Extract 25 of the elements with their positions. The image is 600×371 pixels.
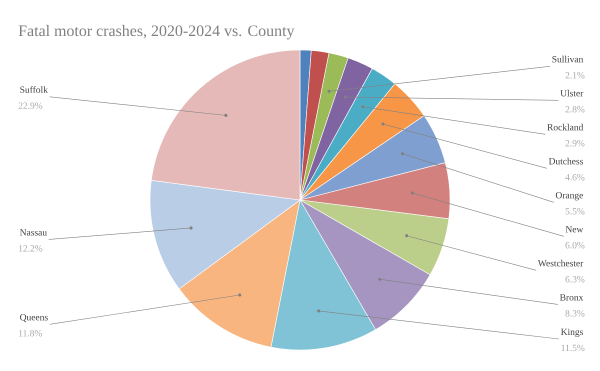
slice-label: Kings: [560, 328, 583, 338]
chart-title: Fatal motor crashes, 2020-2024 vs. County: [18, 24, 294, 40]
slice-label: Ulster: [560, 90, 584, 96]
slice-label: Orange: [556, 192, 583, 200]
data-label: 2.1%: [566, 72, 584, 78]
data-label: 4.6%: [565, 174, 584, 180]
data-label: 22.9%: [18, 102, 42, 109]
data-label: 6.3%: [566, 276, 584, 282]
data-label: 11.5%: [562, 344, 584, 352]
slice-label: Suffolk: [20, 86, 48, 93]
data-label: 6.0%: [566, 242, 584, 248]
slice-label: Sullivan: [552, 56, 584, 62]
slice-label: Queens: [20, 314, 48, 322]
data-label: 12.2%: [19, 245, 42, 252]
slice-label: Westchester: [538, 260, 584, 266]
slice-label: Bronx: [560, 294, 584, 301]
slice-label: New: [566, 226, 584, 232]
slice-label: Dutchess: [548, 158, 583, 164]
data-label: 5.5%: [566, 208, 584, 214]
data-label: 2.9%: [566, 140, 584, 146]
data-label: 2.8%: [566, 106, 584, 112]
data-label: 8.3%: [565, 310, 584, 317]
slice-label: Nassau: [20, 229, 47, 236]
slice-label: Rockland: [547, 124, 584, 130]
data-label: 11.8%: [19, 330, 42, 336]
